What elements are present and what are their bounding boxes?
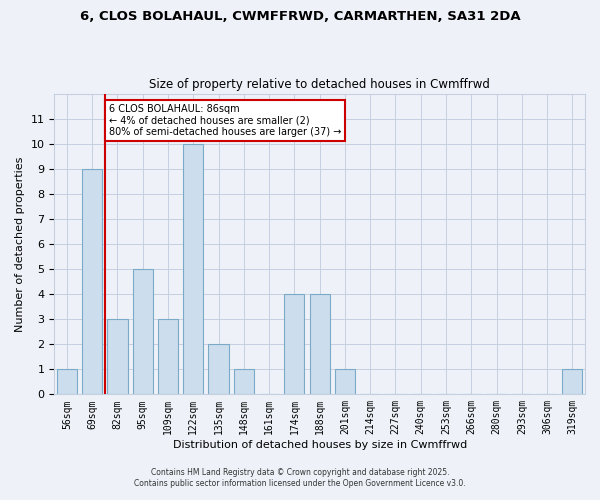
Bar (234, 370, 254, 394)
Text: 6, CLOS BOLAHAUL, CWMFFRWD, CARMARTHEN, SA31 2DA: 6, CLOS BOLAHAUL, CWMFFRWD, CARMARTHEN, … (80, 10, 520, 23)
Y-axis label: Number of detached properties: Number of detached properties (15, 156, 25, 332)
Bar (335, 370, 355, 394)
Title: Size of property relative to detached houses in Cwmffrwd: Size of property relative to detached ho… (149, 78, 490, 91)
Text: Contains HM Land Registry data © Crown copyright and database right 2025.
Contai: Contains HM Land Registry data © Crown c… (134, 468, 466, 487)
Bar (208, 344, 229, 395)
Bar (310, 294, 330, 394)
Bar (562, 370, 583, 394)
Text: 6 CLOS BOLAHAUL: 86sqm
← 4% of detached houses are smaller (2)
80% of semi-detac: 6 CLOS BOLAHAUL: 86sqm ← 4% of detached … (109, 104, 341, 137)
X-axis label: Distribution of detached houses by size in Cwmffrwd: Distribution of detached houses by size … (173, 440, 467, 450)
Bar (183, 144, 203, 394)
Bar (158, 319, 178, 394)
Bar (107, 319, 128, 394)
Bar (57, 370, 77, 394)
Bar (82, 169, 102, 394)
Bar (284, 294, 304, 394)
Bar (133, 269, 153, 394)
